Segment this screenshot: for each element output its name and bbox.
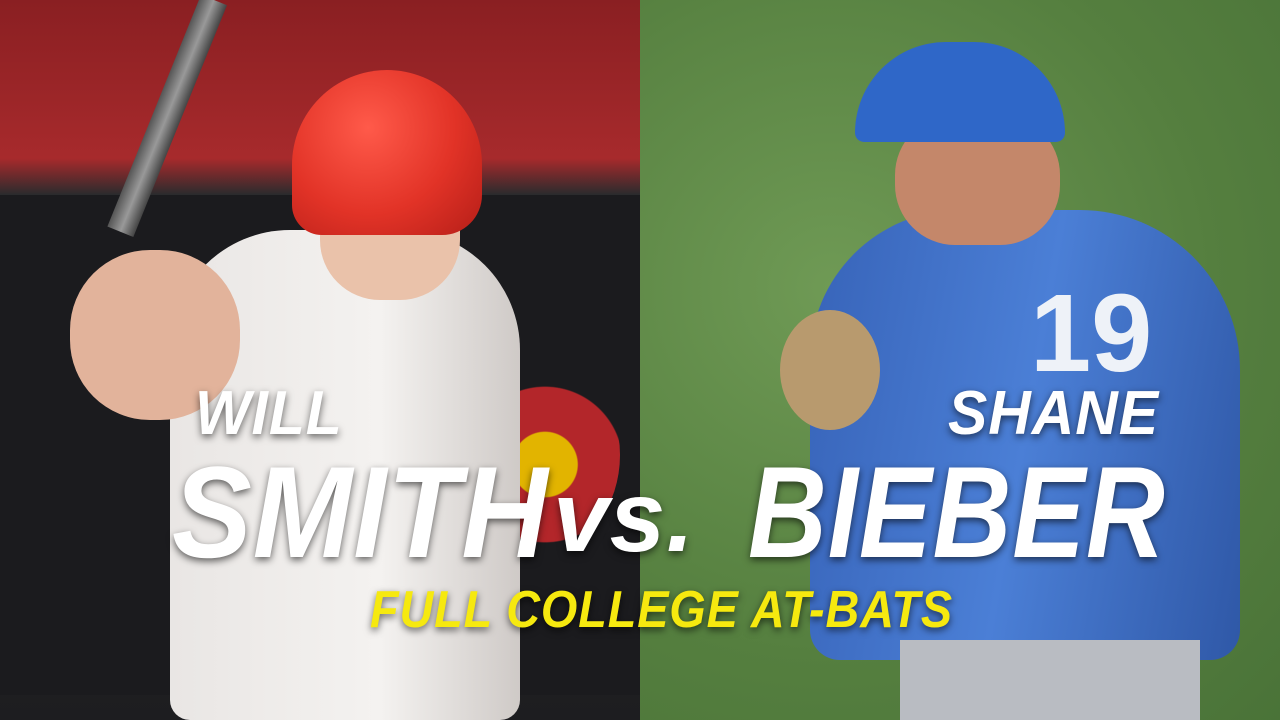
pitcher-jersey — [810, 210, 1240, 660]
blue-cap — [855, 42, 1065, 142]
pitcher-pants — [900, 640, 1200, 720]
batter-photo — [0, 0, 640, 720]
red-helmet — [292, 70, 482, 235]
left-last-name: SMITH — [172, 439, 549, 585]
baseball-glove — [780, 310, 880, 430]
jersey-number: 19 — [1030, 272, 1153, 395]
versus-text: vs. — [553, 461, 696, 573]
right-last-name: BIEBER — [748, 439, 1166, 585]
batter-arm — [70, 250, 240, 420]
left-first-name: WILL — [195, 379, 343, 448]
subtitle: FULL COLLEGE AT-BATS — [370, 581, 954, 639]
pitcher-photo: 19 — [640, 0, 1280, 720]
right-first-name: SHANE — [948, 379, 1159, 448]
